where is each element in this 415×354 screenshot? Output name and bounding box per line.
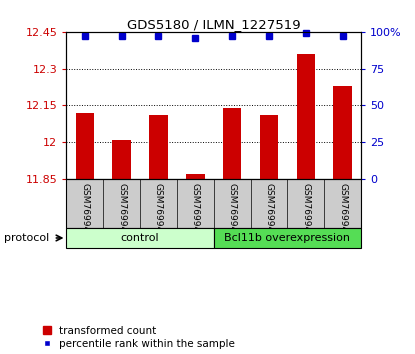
Bar bbox=[214, 228, 361, 248]
Bar bbox=[149, 115, 168, 179]
Text: GSM769945: GSM769945 bbox=[264, 183, 273, 238]
Text: GSM769944: GSM769944 bbox=[228, 183, 237, 238]
Bar bbox=[223, 108, 242, 179]
Text: GSM769940: GSM769940 bbox=[81, 183, 89, 238]
Bar bbox=[66, 228, 214, 248]
Text: GSM769946: GSM769946 bbox=[301, 183, 310, 238]
Text: GSM769947: GSM769947 bbox=[338, 183, 347, 238]
Bar bbox=[333, 86, 352, 179]
Bar bbox=[112, 140, 131, 179]
Text: GSM769943: GSM769943 bbox=[191, 183, 200, 238]
Bar bbox=[297, 54, 315, 179]
Bar bbox=[186, 174, 205, 179]
Legend: transformed count, percentile rank within the sample: transformed count, percentile rank withi… bbox=[43, 326, 235, 349]
Bar bbox=[76, 113, 94, 179]
Text: control: control bbox=[121, 233, 159, 243]
Bar bbox=[260, 115, 278, 179]
Text: GSM769941: GSM769941 bbox=[117, 183, 126, 238]
Text: GSM769942: GSM769942 bbox=[154, 183, 163, 238]
Text: protocol: protocol bbox=[4, 233, 49, 243]
Text: Bcl11b overexpression: Bcl11b overexpression bbox=[225, 233, 350, 243]
Title: GDS5180 / ILMN_1227519: GDS5180 / ILMN_1227519 bbox=[127, 18, 300, 31]
